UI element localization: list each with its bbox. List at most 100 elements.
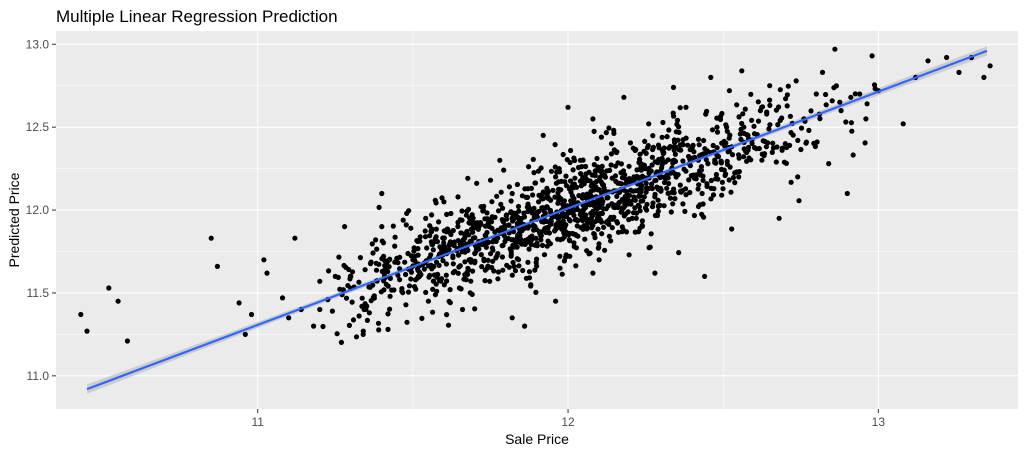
- data-point: [646, 245, 652, 251]
- data-point: [346, 266, 352, 273]
- data-point: [472, 258, 478, 264]
- data-point: [626, 163, 632, 169]
- data-point: [601, 185, 607, 191]
- data-point: [621, 94, 627, 100]
- data-point: [685, 142, 691, 148]
- data-point: [649, 185, 655, 192]
- data-point: [823, 102, 829, 108]
- data-point: [795, 174, 801, 180]
- data-point: [762, 138, 768, 144]
- data-point: [620, 168, 627, 174]
- data-point: [767, 122, 773, 128]
- data-point: [481, 258, 487, 264]
- y-tick-label: 12.0: [26, 203, 50, 217]
- data-point: [646, 165, 652, 171]
- y-tick-label: 11.5: [27, 286, 50, 300]
- data-point: [528, 185, 535, 191]
- data-point: [734, 102, 740, 108]
- data-point: [674, 117, 681, 123]
- data-point: [482, 223, 489, 229]
- data-point: [777, 87, 783, 93]
- data-point: [583, 163, 589, 170]
- data-point: [595, 164, 601, 170]
- data-point: [428, 252, 434, 258]
- data-point: [592, 172, 598, 178]
- data-point: [596, 244, 602, 250]
- data-point: [639, 173, 646, 179]
- data-point: [755, 99, 761, 105]
- data-point: [783, 96, 789, 102]
- data-point: [655, 203, 662, 209]
- data-point: [609, 216, 616, 222]
- data-point: [603, 155, 610, 161]
- data-point: [373, 267, 380, 273]
- data-point: [461, 239, 467, 246]
- data-point: [527, 234, 533, 240]
- data-point: [500, 242, 506, 248]
- data-point: [557, 253, 563, 259]
- data-point: [397, 277, 403, 283]
- data-point: [508, 198, 514, 204]
- y-tick-label: 12.5: [26, 120, 50, 134]
- data-point: [506, 184, 512, 190]
- data-point: [525, 208, 531, 215]
- data-point: [560, 151, 566, 158]
- data-point: [798, 125, 805, 131]
- data-point: [441, 282, 447, 288]
- data-point: [450, 261, 456, 267]
- data-point: [510, 242, 516, 248]
- data-point: [686, 153, 692, 160]
- data-point: [849, 128, 855, 134]
- data-point: [509, 272, 515, 278]
- data-point: [466, 220, 472, 226]
- data-point: [649, 181, 655, 187]
- data-point: [593, 205, 599, 211]
- data-point: [386, 264, 392, 270]
- data-point: [567, 253, 573, 259]
- data-point: [583, 217, 589, 223]
- data-point: [741, 130, 747, 136]
- data-point: [633, 174, 639, 180]
- data-point: [714, 115, 720, 121]
- data-point: [592, 200, 598, 206]
- data-point: [531, 170, 537, 176]
- data-point: [343, 295, 350, 301]
- data-point: [864, 101, 870, 107]
- data-point: [261, 257, 267, 263]
- data-point: [775, 122, 781, 128]
- data-point: [759, 157, 765, 163]
- data-point: [124, 338, 130, 344]
- data-point: [776, 215, 782, 221]
- data-point: [381, 278, 387, 284]
- data-point: [430, 247, 436, 253]
- data-point: [571, 155, 577, 161]
- data-point: [655, 142, 662, 148]
- data-point: [516, 263, 522, 269]
- data-point: [425, 263, 432, 269]
- data-point: [485, 257, 491, 263]
- data-point: [539, 205, 545, 211]
- data-point: [495, 276, 501, 282]
- data-point: [668, 209, 674, 215]
- data-point: [605, 203, 611, 209]
- data-point: [584, 224, 590, 230]
- data-point: [850, 152, 856, 158]
- data-point: [367, 261, 374, 267]
- data-point: [431, 263, 437, 270]
- data-point: [423, 215, 429, 221]
- data-point: [648, 231, 654, 237]
- data-point: [538, 237, 544, 243]
- data-point: [387, 306, 393, 312]
- data-point: [714, 129, 721, 135]
- data-point: [736, 174, 742, 180]
- data-point: [691, 149, 697, 155]
- data-point: [638, 198, 644, 204]
- data-point: [606, 233, 613, 239]
- data-point: [349, 269, 356, 275]
- data-point: [487, 177, 494, 183]
- data-point: [661, 203, 667, 209]
- data-point: [543, 218, 549, 224]
- data-point: [489, 264, 495, 271]
- data-point: [787, 113, 794, 119]
- data-point: [641, 194, 648, 200]
